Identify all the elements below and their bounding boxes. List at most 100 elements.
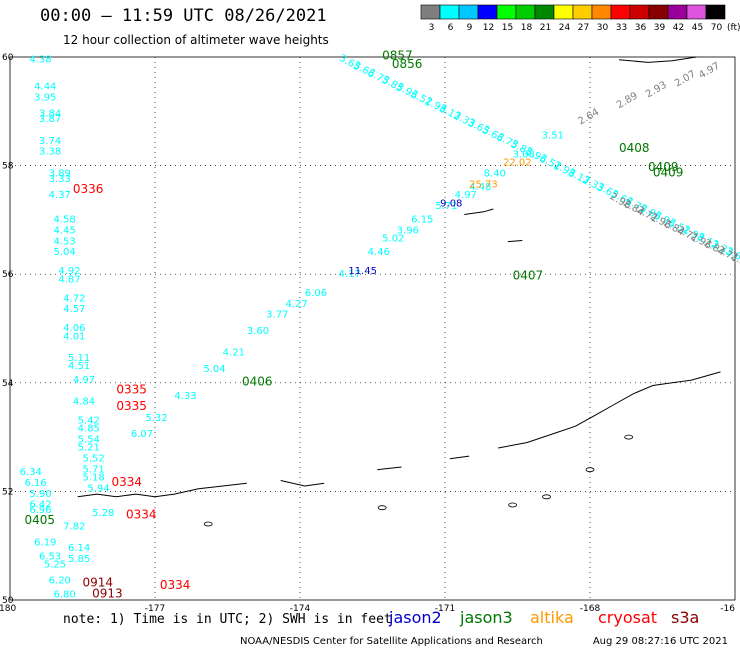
swh-mark: 5.42 [78,416,100,427]
swh-mark: 3.77 [266,310,288,321]
swh-mark: 3.08 [513,149,535,160]
island [624,434,634,440]
swh-mark: 3.38 [39,147,61,158]
time-markers: 9.08 11.45 0407 0408 0406 0405 25.73 22.02 0336 0… [25,49,684,601]
swh-mark: 5.52 [83,454,105,465]
swh-mark: 4.72 [63,293,85,304]
legend-item-s3a: s3a [671,608,699,627]
swh-mark: 3.96 [397,225,419,236]
cryosat-mark: 0335 [116,399,147,413]
cryosat-mark: 0334 [126,508,157,522]
colorbar-swatch [591,4,612,20]
cryosat-mark: 0334 [160,578,191,592]
s3a-mark: 0913 [92,586,123,600]
legend-item-jason2: jason2 [388,608,442,627]
colorbar-swatch [553,4,574,20]
cryosat-mark: 0334 [112,475,143,489]
page-title: 00:00 — 11:59 UTC 08/26/2021 [40,6,327,26]
swh-mark: 5.11 [68,353,90,364]
swh-mark: 6.15 [411,215,433,226]
colorbar-swatch [496,4,517,20]
swh-mark: 5.21 [78,443,100,454]
jason3-time-mark: 0409 [653,165,684,179]
swh-mark: 4.21 [223,348,245,359]
jason3-time-mark: 0857 [382,49,413,63]
colorbar-label: 12 [483,23,494,33]
swh-mark: 3.95 [34,92,56,103]
footer-credit: NOAA/NESDIS Center for Satellite Applica… [240,636,543,647]
swh-mark: 5.71 [83,464,105,475]
altika-mark: 25.73 [469,179,498,190]
swh-mark: 3.60 [247,326,269,337]
swh-mark: 4.27 [286,299,308,310]
x-tick-label: -16 [720,604,735,614]
x-tick-label: -177 [145,604,165,614]
swh-mark: 5.85 [68,554,90,565]
swh-mark: 4.97 [455,190,477,201]
swh-mark: 4.87 [58,274,80,285]
swh-mark: 4.38 [29,54,51,65]
swh-mark: 3.84 [39,109,61,120]
swh-mark: 4.17 [339,269,361,280]
swh-mark: 6.19 [34,538,56,549]
swh-mark: 4.92 [58,266,80,277]
colorbar-label: 9 [467,23,473,33]
coastline-segment [280,480,325,487]
swh-mark: 4.53 [54,236,76,247]
swh-mark: 4.33 [174,391,196,402]
colorbar-label: 18 [521,23,533,33]
swh-mark: 8.40 [484,168,506,179]
colorbar-label: 70 [711,23,723,33]
colorbar-label: 15 [502,23,513,33]
legend-item-cryosat: cryosat [598,608,657,627]
swh-mark: 5.02 [382,234,404,245]
colorbar-swatch [477,4,498,20]
swh-mark: 5.28 [92,508,114,519]
swh-mark: 5.18 [83,473,105,484]
colorbar-swatch [572,4,593,20]
island [508,502,518,508]
swh-mark: 7.82 [63,521,85,532]
altika-mark: 22.02 [503,158,532,169]
jason3-time-mark: 0409 [648,160,679,174]
swh-mark: 4.48 [469,182,491,193]
swh-mark: 6.53 [39,551,61,562]
swh-mark: 6.06 [305,288,327,299]
swh-mark: 4.51 [68,361,90,372]
swh-mark: 6.07 [131,429,153,440]
colorbar-label: 45 [692,23,703,33]
swh-mark: 5.04 [203,364,225,375]
colorbar-label: 6 [448,23,454,33]
y-tick-label: 54 [2,379,14,389]
swh-mark: 5.04 [54,247,76,258]
colorbar-label: 21 [540,23,551,33]
swh-mark: 3.33 [49,174,71,185]
swh-mark: 4.58 [54,215,76,226]
colorbar-label: 27 [578,23,589,33]
colorbar-label: 42 [673,23,684,33]
y-tick-label: 58 [2,162,14,172]
swh-mark: 6.96 [29,505,51,516]
swh-mark: 3.51 [542,130,564,141]
coastline-segment [377,466,402,471]
swh-mark: 4.06 [63,323,85,334]
colorbar-swatch [515,4,536,20]
colorbar-label: 24 [559,23,571,33]
swh-mark: 6.34 [20,467,42,478]
colorbar-label: 39 [654,23,666,33]
jason3-mark: 0408 [619,141,650,155]
colorbar-swatch [534,4,555,20]
island [542,494,551,500]
colorbar-swatch [705,4,726,20]
colorbar-swatch [610,4,631,20]
swh-mark: 4.85 [78,424,100,435]
island [377,505,387,511]
swh-mark: 2.64 [576,107,601,128]
legend-item-altika: altika [530,608,574,627]
coastline-segment [618,56,697,63]
grid [9,56,736,601]
swh-mark: 4.44 [34,82,56,93]
colorbar-label: 3 [429,23,435,33]
x-tick-label: -180 [0,604,16,614]
jason2-mark: 11.45 [348,266,377,277]
